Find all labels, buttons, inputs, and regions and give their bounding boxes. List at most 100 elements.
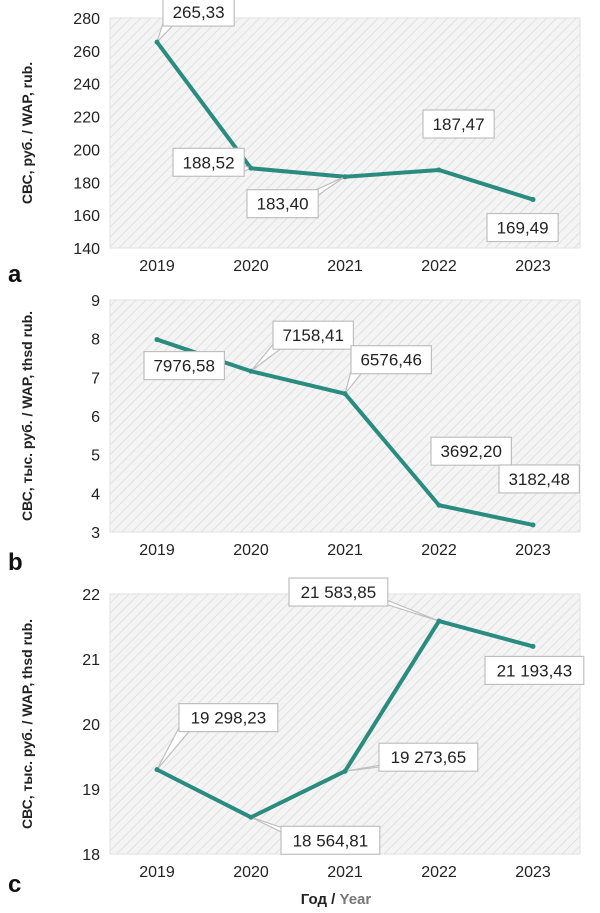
callout-box bbox=[498, 464, 581, 494]
x-tick-label: 2020 bbox=[233, 542, 269, 559]
data-label: 188,52 bbox=[183, 153, 235, 172]
callout-box bbox=[246, 189, 319, 219]
x-tick-label: 2023 bbox=[515, 258, 551, 275]
data-label: 21 583,85 bbox=[301, 583, 377, 602]
x-tick-label: 2022 bbox=[421, 864, 457, 881]
data-point bbox=[342, 174, 348, 180]
data-point bbox=[248, 165, 254, 171]
data-label: 183,40 bbox=[257, 195, 309, 214]
x-tick-label: 2021 bbox=[327, 542, 363, 559]
y-tick-label: 280 bbox=[73, 11, 100, 28]
y-axis-label-ru: СВС, руб. / bbox=[19, 126, 35, 204]
data-label: 19 273,65 bbox=[391, 748, 467, 767]
x-tick-label: 2019 bbox=[139, 258, 175, 275]
data-point bbox=[342, 391, 348, 397]
x-axis-title-sep: / bbox=[327, 891, 340, 908]
y-axis-label-a: СВС, руб. / WAP, rub. bbox=[19, 62, 35, 204]
data-point bbox=[436, 618, 442, 624]
callout-box bbox=[378, 742, 479, 772]
data-label: 18 564,81 bbox=[293, 831, 369, 850]
y-tick-label: 21 bbox=[82, 652, 100, 669]
panel-letter-a: a bbox=[8, 261, 22, 288]
y-tick-label: 22 bbox=[82, 587, 100, 604]
data-callout: 188,52 bbox=[172, 147, 253, 177]
callout-box bbox=[162, 0, 235, 27]
y-tick-label: 3 bbox=[91, 525, 100, 542]
data-callout: 6576,46 bbox=[344, 345, 433, 395]
data-callout: 21 193,43 bbox=[484, 655, 585, 686]
data-callout: 19 298,23 bbox=[156, 703, 279, 771]
data-label: 169,49 bbox=[497, 219, 549, 238]
x-axis-title: Год / Year bbox=[301, 891, 372, 908]
callout-box bbox=[484, 655, 585, 686]
callout-box bbox=[178, 703, 279, 733]
y-tick-label: 20 bbox=[82, 717, 100, 734]
x-tick-label: 2021 bbox=[327, 258, 363, 275]
y-axis-label-c: СВС, тыс. руб. / WAP, thsd rub. bbox=[19, 619, 35, 829]
x-tick-label: 2019 bbox=[139, 542, 175, 559]
y-tick-label: 260 bbox=[73, 44, 100, 61]
y-tick-label: 18 bbox=[82, 847, 100, 864]
x-axis-title-ru: Год bbox=[301, 891, 328, 908]
y-tick-label: 6 bbox=[91, 409, 100, 426]
callout-box bbox=[422, 109, 495, 139]
data-label: 6576,46 bbox=[360, 351, 421, 370]
plot-border-b bbox=[109, 299, 581, 533]
data-label: 21 193,43 bbox=[497, 661, 573, 680]
data-label: 19 298,23 bbox=[191, 709, 267, 728]
data-point bbox=[154, 767, 160, 773]
data-point bbox=[530, 643, 536, 649]
data-point bbox=[154, 39, 160, 45]
data-point bbox=[530, 197, 536, 203]
data-callout: 187,47 bbox=[422, 109, 495, 139]
callout-box bbox=[280, 825, 381, 855]
y-tick-label: 5 bbox=[91, 448, 100, 465]
y-tick-label: 7 bbox=[91, 370, 100, 387]
y-tick-label: 8 bbox=[91, 332, 100, 349]
x-tick-label: 2019 bbox=[139, 864, 175, 881]
data-label: 265,33 bbox=[173, 3, 225, 22]
data-label: 3182,48 bbox=[508, 470, 569, 489]
data-callout: 3692,20 bbox=[430, 436, 513, 466]
x-tick-label: 2023 bbox=[515, 542, 551, 559]
panel-letter-b: b bbox=[8, 549, 23, 576]
data-callout: 18 564,81 bbox=[250, 816, 381, 855]
x-tick-label: 2021 bbox=[327, 864, 363, 881]
x-tick-label: 2020 bbox=[233, 864, 269, 881]
data-label: 3692,20 bbox=[440, 442, 501, 461]
x-axis-title-en: Year bbox=[340, 891, 372, 908]
y-tick-label: 160 bbox=[73, 208, 100, 225]
y-tick-label: 9 bbox=[91, 293, 100, 310]
data-callout: 7158,41 bbox=[250, 320, 355, 372]
data-callout: 169,49 bbox=[486, 212, 559, 243]
data-callout: 7976,58 bbox=[143, 350, 226, 381]
x-tick-label: 2023 bbox=[515, 864, 551, 881]
data-point bbox=[342, 768, 348, 774]
y-tick-label: 140 bbox=[73, 241, 100, 258]
y-axis-label-ru: СВС, тыс. руб. / bbox=[19, 409, 35, 521]
plot-area-a bbox=[110, 18, 580, 248]
callout-box bbox=[172, 147, 245, 177]
y-axis-label-en: WAP, rub. bbox=[19, 62, 35, 126]
data-callout: 21 583,85 bbox=[288, 577, 440, 622]
x-tick-label: 2022 bbox=[421, 542, 457, 559]
y-tick-label: 240 bbox=[73, 77, 100, 94]
x-tick-label: 2020 bbox=[233, 258, 269, 275]
data-point bbox=[248, 814, 254, 820]
data-label: 7158,41 bbox=[282, 326, 343, 345]
data-point bbox=[154, 337, 160, 343]
callout-box bbox=[288, 577, 389, 607]
data-label: 7976,58 bbox=[153, 357, 214, 376]
callout-box bbox=[350, 345, 433, 375]
y-axis-label-en: WAP, thsd rub. bbox=[19, 619, 35, 717]
x-tick-label: 2022 bbox=[421, 258, 457, 275]
data-callout: 183,40 bbox=[246, 176, 346, 219]
y-tick-label: 220 bbox=[73, 110, 100, 127]
y-tick-label: 19 bbox=[82, 782, 100, 799]
data-callout: 19 273,65 bbox=[344, 742, 479, 772]
data-point bbox=[436, 167, 442, 173]
callout-box bbox=[430, 436, 513, 466]
y-tick-label: 4 bbox=[91, 486, 100, 503]
